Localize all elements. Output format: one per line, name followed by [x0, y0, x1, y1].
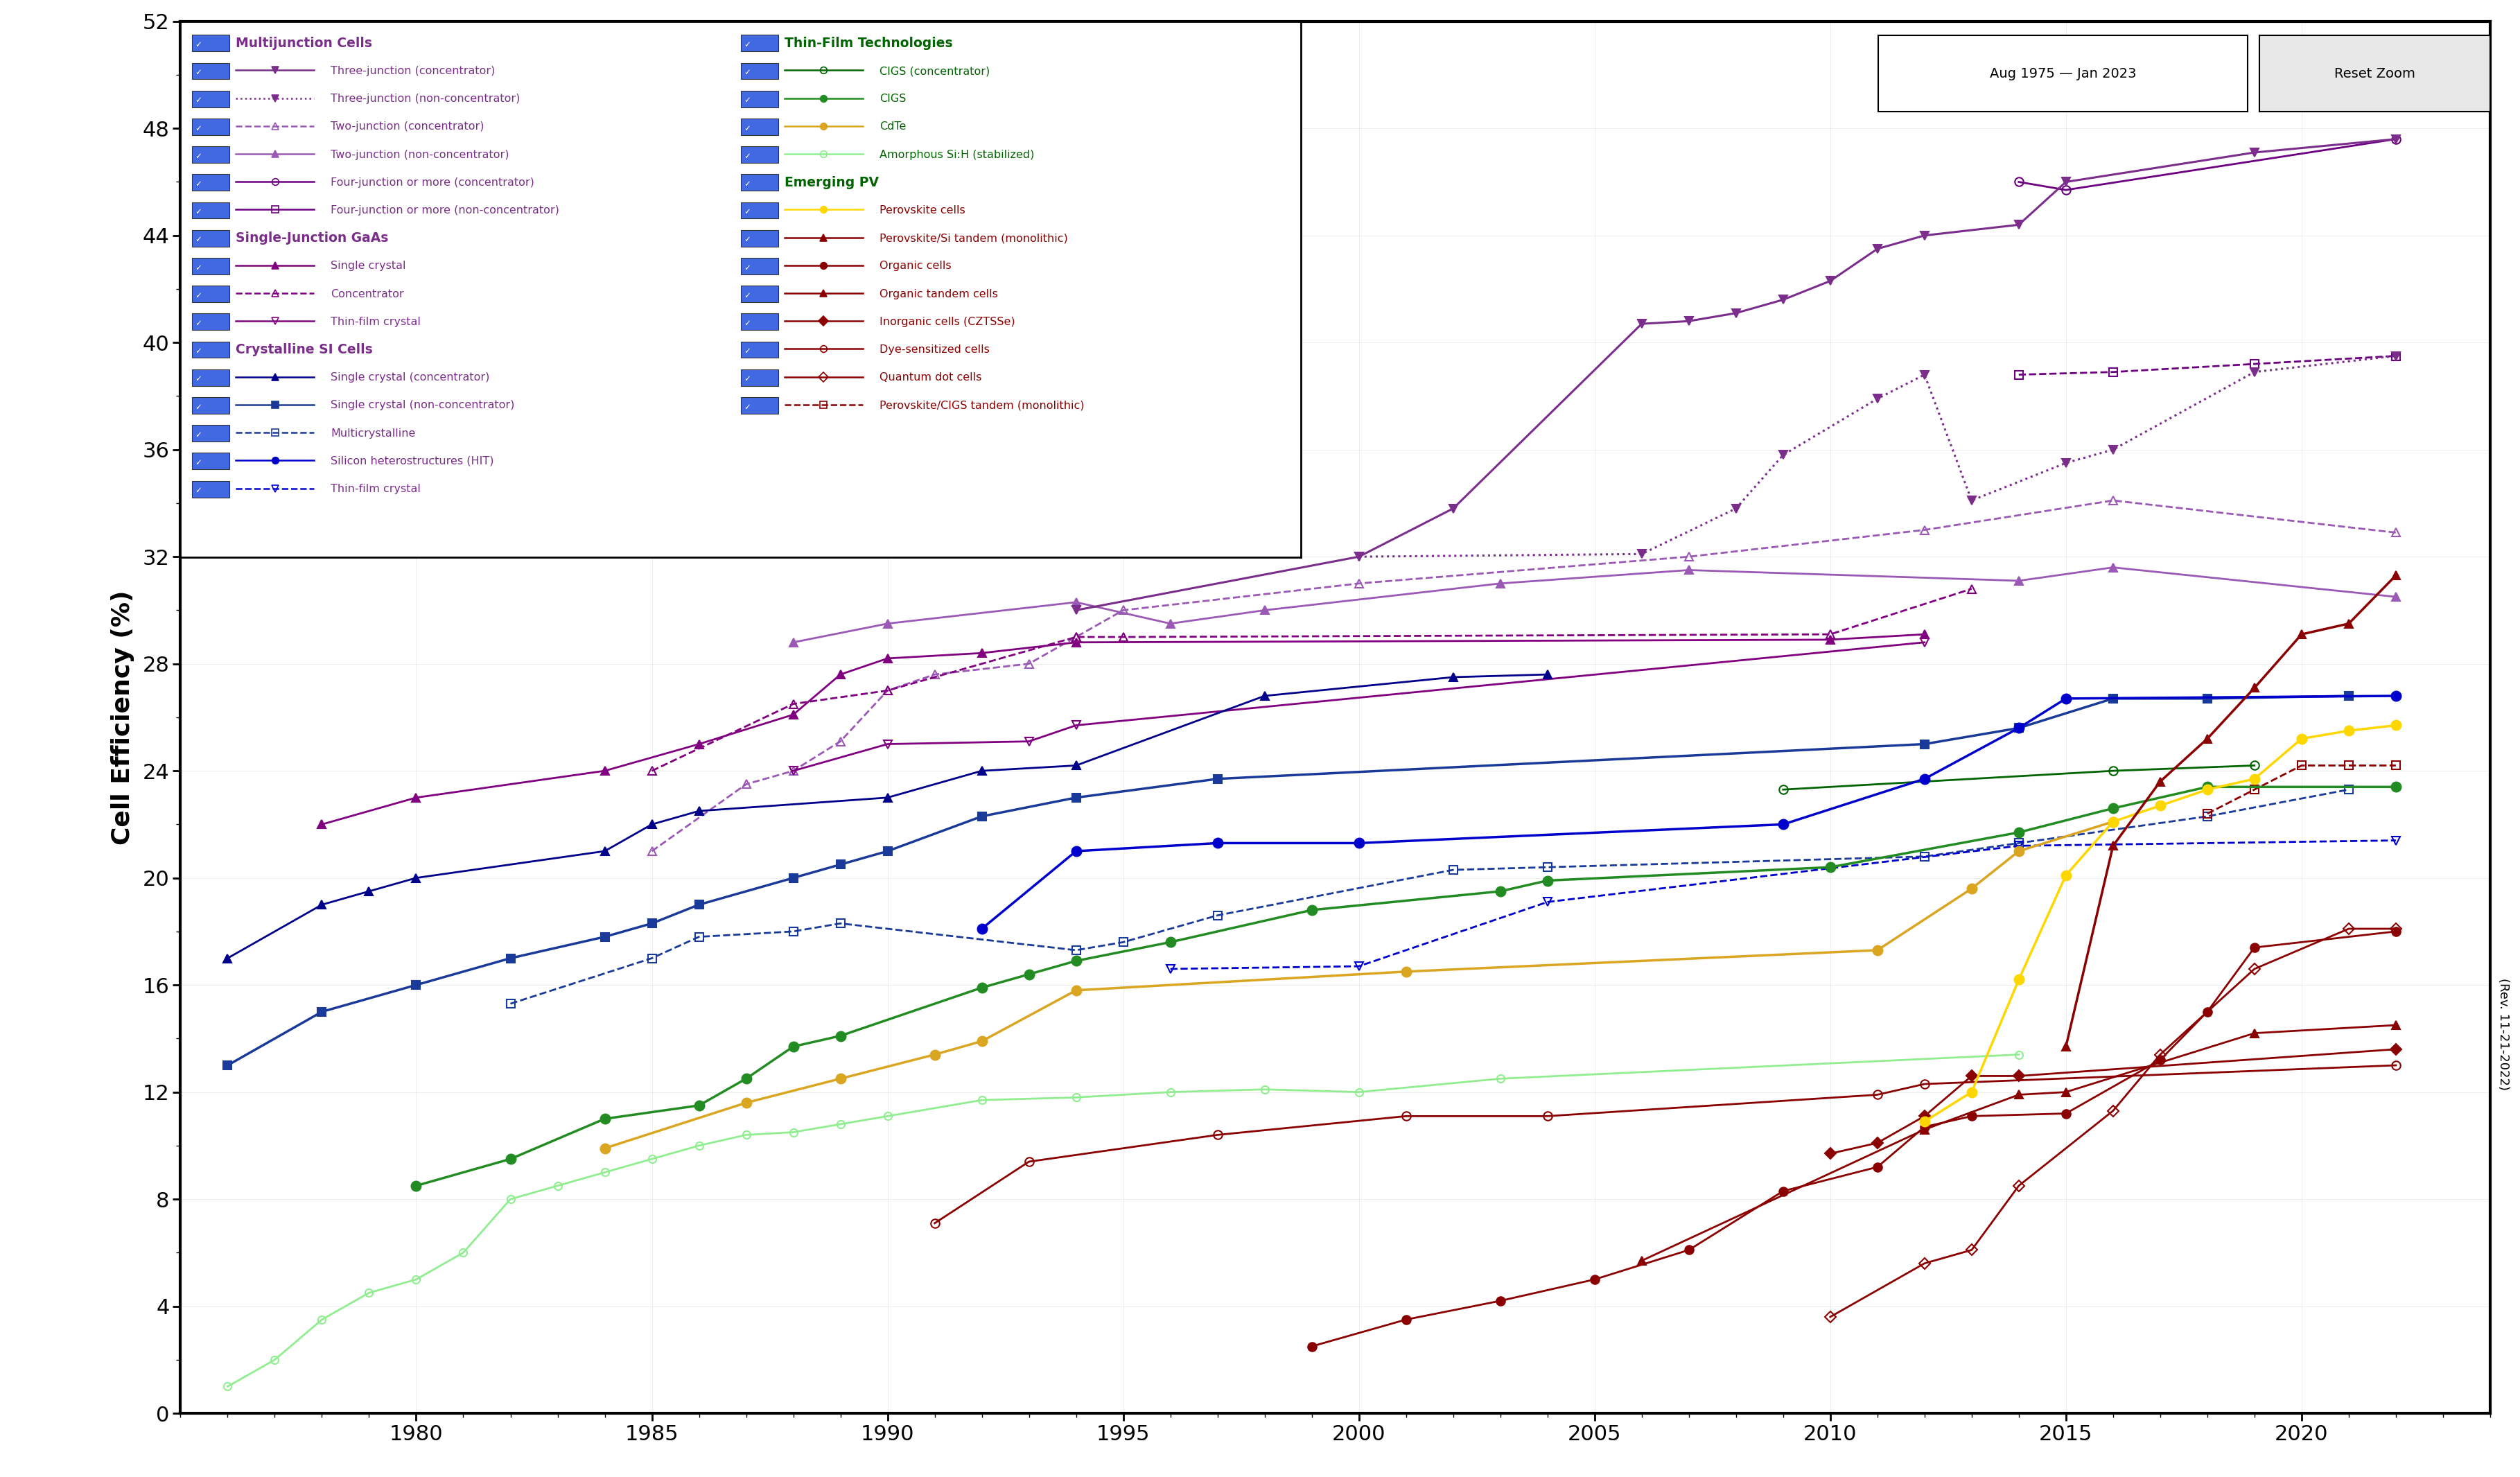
- Y-axis label: Cell Efficiency (%): Cell Efficiency (%): [111, 589, 134, 845]
- Text: (Rev. 11-21-2022): (Rev. 11-21-2022): [2497, 978, 2507, 1090]
